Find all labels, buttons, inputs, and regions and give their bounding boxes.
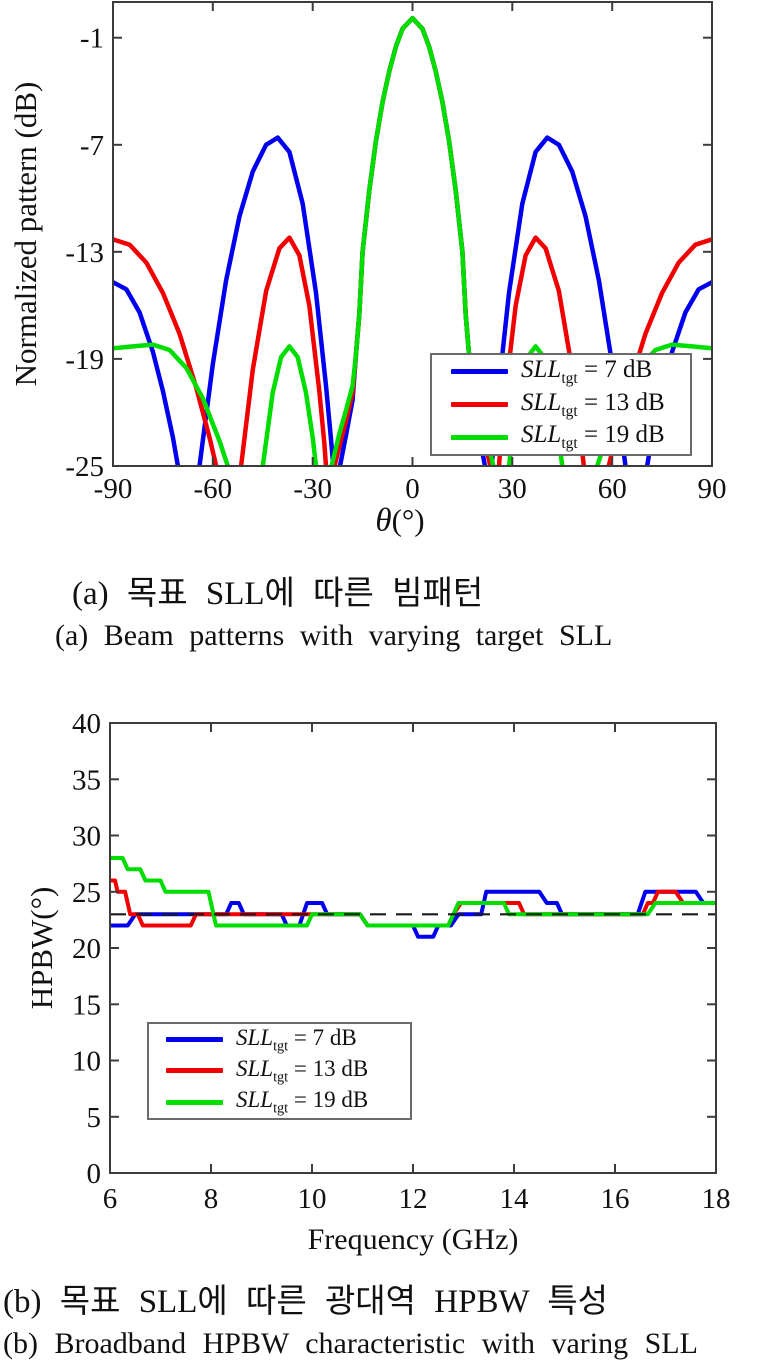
y-tick-label: 35	[72, 764, 101, 796]
legend-label: SLLtgt = 7 dB	[236, 1024, 357, 1055]
x-tick-label: 60	[598, 473, 627, 505]
caption-a-korean: (a) 목표 SLL에 따른 빔패턴	[72, 576, 484, 612]
y-tick-label: -13	[65, 237, 104, 269]
x-tick-label: 12	[399, 1183, 428, 1215]
legend-item: SLLtgt = 13 dB	[451, 389, 690, 421]
y-tick-label: 40	[72, 708, 101, 740]
legend-line-sample	[166, 1099, 223, 1105]
series-sll19-line	[110, 856, 716, 928]
y-tick-label: -7	[80, 130, 104, 162]
y-tick-label: -1	[80, 23, 104, 55]
y-tick-label: 15	[72, 989, 101, 1021]
y-tick-label: 25	[72, 877, 101, 909]
theta-symbol: θ	[375, 502, 392, 539]
x-tick-label: -60	[193, 473, 232, 505]
y-tick-label: -25	[65, 451, 104, 483]
chart-beam: -90 -60 -30 0 30 60 90 -25 -19 -13 -7 -1	[65, 1, 727, 505]
x-tick-label: -30	[293, 473, 332, 505]
legend-item: SLLtgt = 7 dB	[451, 356, 690, 388]
legend-label: SLLtgt = 7 dB	[521, 355, 653, 387]
chart-a-xlabel: θ(°)	[375, 503, 424, 540]
caption-b-korean: (b) 목표 SLL에 따른 광대역 HPBW 특성	[3, 1284, 608, 1320]
legend-line-sample	[451, 402, 508, 407]
y-tick-label: 10	[72, 1046, 101, 1078]
chart-a-ylabel: Normalized pattern (dB)	[8, 81, 43, 387]
chart-b-ylabel: HPBW(°)	[24, 886, 59, 1010]
legend-line-sample	[451, 434, 508, 440]
y-tick-label: 0	[87, 1158, 102, 1190]
chart-a-legend: SLLtgt = 7 dB SLLtgt = 13 dB SLLtgt = 19 d…	[430, 353, 692, 456]
legend-item: SLLtgt = 7 dB	[166, 1025, 410, 1056]
theta-unit: (°)	[391, 502, 425, 538]
y-tick-label: 5	[87, 1102, 102, 1134]
legend-item: SLLtgt = 13 dB	[166, 1056, 410, 1087]
x-tick-label: 6	[103, 1183, 118, 1215]
chart-b-legend: SLLtgt = 7 dB SLLtgt = 13 dB SLLtgt = 19 d…	[147, 1022, 412, 1120]
legend-label: SLLtgt = 13 dB	[236, 1055, 369, 1086]
y-tick-label: 20	[72, 933, 101, 965]
legend-label: SLLtgt = 13 dB	[521, 388, 665, 420]
caption-b-english: (b) Broadband HPBW characteristic with v…	[3, 1327, 698, 1360]
legend-item: SLLtgt = 19 dB	[451, 421, 690, 453]
x-tick-label: 16	[601, 1183, 630, 1215]
x-tick-label: 10	[298, 1183, 327, 1215]
chart-b-xlabel: Frequency (GHz)	[307, 1223, 519, 1256]
x-tick-label: -90	[94, 473, 133, 505]
series-sll13-line	[110, 878, 716, 928]
y-tick-label: 30	[72, 821, 101, 853]
legend-label: SLLtgt = 19 dB	[521, 421, 665, 453]
x-tick-label: 8	[204, 1183, 219, 1215]
x-tick-label: 18	[702, 1183, 731, 1215]
legend-item: SLLtgt = 19 dB	[166, 1087, 410, 1118]
caption-a-english: (a) Beam patterns with varying target SL…	[55, 619, 613, 652]
legend-line-sample	[166, 1037, 223, 1043]
x-tick-label: 14	[500, 1183, 530, 1215]
chart-hpbw: 6 8 10 12 14 16 18 0 5 10 15 20 25 30 35 40	[72, 708, 731, 1215]
x-tick-label: 30	[498, 473, 527, 505]
x-tick-label: 0	[405, 473, 420, 505]
y-tick-label: -19	[65, 344, 104, 376]
legend-line-sample	[166, 1068, 223, 1074]
x-tick-label: 90	[698, 473, 727, 505]
legend-line-sample	[451, 369, 508, 375]
legend-label: SLLtgt = 19 dB	[236, 1086, 369, 1117]
